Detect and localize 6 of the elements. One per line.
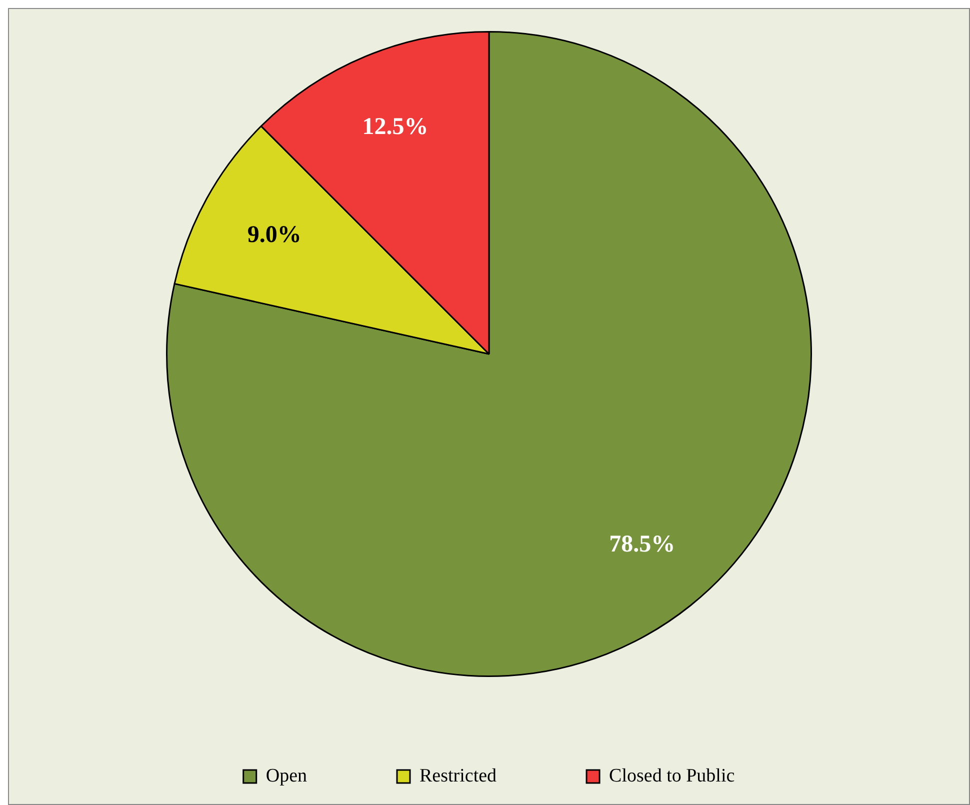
data-label: 78.5% xyxy=(609,531,676,558)
legend-label: Closed to Public xyxy=(609,765,735,786)
data-label: 12.5% xyxy=(362,114,428,140)
data-label: 9.0% xyxy=(247,222,302,248)
legend-label: Open xyxy=(266,765,308,786)
legend-label: Restricted xyxy=(420,765,498,786)
